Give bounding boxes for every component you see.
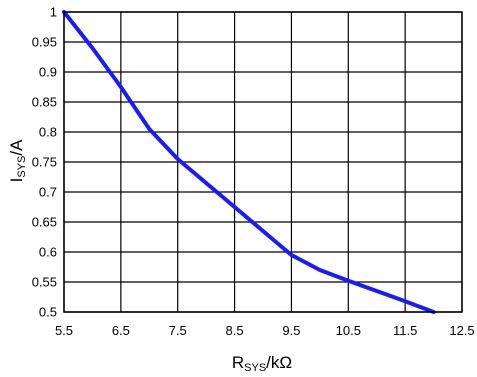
x-tick-label: 6.5 bbox=[112, 323, 130, 338]
y-tick-label: 0.85 bbox=[32, 95, 57, 110]
x-axis-label-sub: SYS bbox=[244, 362, 266, 374]
grid-lines bbox=[63, 11, 463, 313]
y-tick-label: 0.9 bbox=[39, 65, 57, 80]
y-tick-label: 0.65 bbox=[32, 215, 57, 230]
x-tick-label: 7.5 bbox=[169, 323, 187, 338]
x-axis-label-suffix: /kΩ bbox=[266, 353, 292, 372]
series-line bbox=[62, 10, 436, 314]
plot-frame bbox=[63, 11, 463, 313]
x-tick-label: 11.5 bbox=[393, 323, 417, 338]
y-tick-label: 1 bbox=[50, 5, 57, 20]
x-axis-label-main: R bbox=[232, 353, 244, 372]
y-tick-label: 0.6 bbox=[39, 245, 57, 260]
x-tick-label: 10.5 bbox=[336, 323, 361, 338]
x-tick-labels: 5.5 6.5 7.5 8.5 9.5 10.5 11.5 12.5 bbox=[55, 323, 475, 338]
y-tick-label: 0.8 bbox=[39, 125, 57, 140]
x-tick-label: 8.5 bbox=[226, 323, 244, 338]
y-tick-label: 0.95 bbox=[32, 35, 57, 50]
y-tick-label: 0.75 bbox=[32, 155, 57, 170]
y-axis-label-sub: SYS bbox=[16, 156, 28, 178]
x-axis-label: RSYS/kΩ bbox=[232, 353, 292, 374]
y-axis-label: ISYS/A bbox=[7, 139, 28, 182]
y-tick-label: 0.7 bbox=[39, 185, 57, 200]
y-tick-labels: 1 0.95 0.9 0.85 0.8 0.75 0.7 0.65 0.6 0.55 0.5 bbox=[32, 5, 57, 320]
x-tick-label: 9.5 bbox=[282, 323, 300, 338]
y-axis-label-main: I bbox=[7, 178, 26, 183]
y-tick-label: 0.55 bbox=[32, 275, 57, 290]
x-tick-label: 5.5 bbox=[55, 323, 73, 338]
y-tick-label: 0.5 bbox=[39, 305, 57, 320]
y-axis-label-suffix: /A bbox=[7, 139, 26, 156]
series-layer bbox=[62, 10, 436, 314]
x-tick-label: 12.5 bbox=[449, 323, 474, 338]
